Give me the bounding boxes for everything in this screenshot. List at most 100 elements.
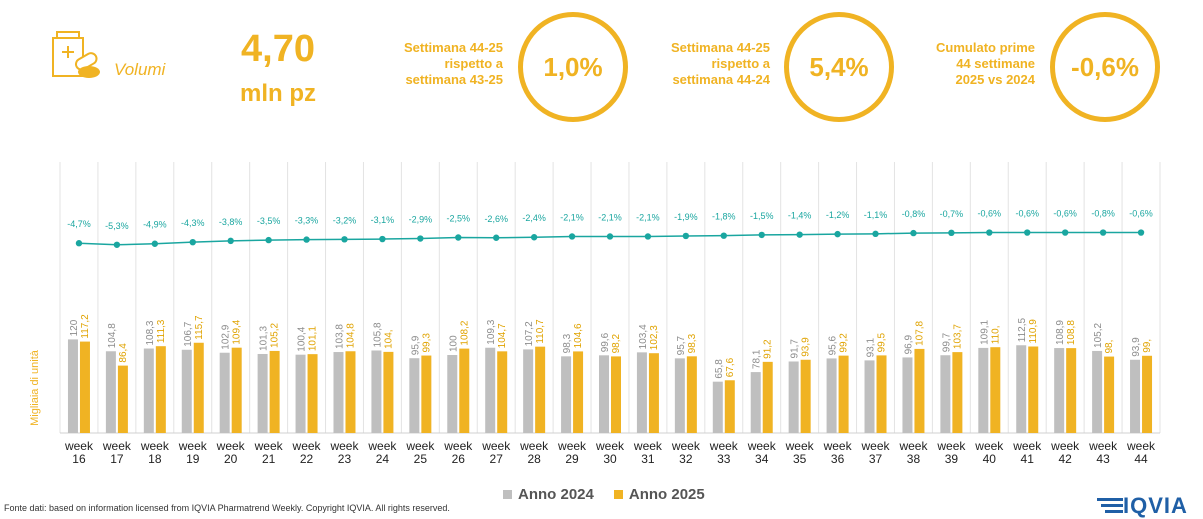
bar-2024 <box>295 354 306 433</box>
bar-2024 <box>447 355 458 433</box>
bar-2024 <box>1092 350 1103 433</box>
data-label-2024: 96,9 <box>903 335 914 355</box>
line-value-label: -1,8% <box>712 212 736 222</box>
line-point <box>682 232 690 240</box>
line-point <box>758 231 765 239</box>
x-tick-label-number: 18 <box>148 452 162 466</box>
iqvia-logo-text: IQVIA <box>1123 493 1188 518</box>
bar-2024 <box>978 347 989 433</box>
bar-2025 <box>648 353 659 433</box>
bar-2025 <box>535 346 546 433</box>
bar-2025 <box>79 341 90 433</box>
bar-2025 <box>193 342 204 433</box>
x-tick-label-number: 39 <box>945 452 959 466</box>
legend-swatch-2024 <box>503 490 512 499</box>
data-label-2025: 99,5 <box>877 332 888 352</box>
data-label-2025: 98,2 <box>611 334 622 354</box>
line-value-label: -0,6% <box>1129 209 1153 219</box>
data-label-2024: 95,7 <box>676 335 687 355</box>
x-tick-label: week <box>898 439 928 453</box>
x-tick-label-number: 22 <box>300 452 314 466</box>
bar-2024 <box>333 352 344 433</box>
line-value-label: -1,2% <box>826 210 850 220</box>
line-point <box>834 230 841 238</box>
data-label-2025: 98, <box>1104 340 1115 354</box>
line-value-label: -1,9% <box>674 212 698 222</box>
bar-2025 <box>952 352 963 433</box>
data-label-2024: 108,9 <box>1055 320 1066 345</box>
line-point <box>75 240 83 247</box>
y-axis-label: Migliaia di unità <box>29 349 41 426</box>
line-value-label: -0,7% <box>940 209 964 219</box>
bar-2024 <box>712 381 723 433</box>
data-label-2025: 108,8 <box>1066 320 1077 345</box>
x-tick-label-number: 26 <box>452 452 466 466</box>
x-tick-label-number: 30 <box>603 452 617 466</box>
data-label-2024: 120 <box>69 319 80 336</box>
data-label-2024: 107,2 <box>524 321 535 346</box>
x-tick-label-number: 34 <box>755 452 769 466</box>
iqvia-logo: IQVIA <box>1097 493 1188 519</box>
data-label-2025: 93,9 <box>801 337 812 357</box>
line-value-label: -3,8% <box>219 217 243 227</box>
data-label-2025: 104,7 <box>497 323 508 348</box>
x-tick-label: week <box>557 439 587 453</box>
x-tick-label-number: 21 <box>262 452 276 466</box>
data-label-2025: 102,3 <box>649 325 660 350</box>
x-tick-label-number: 36 <box>831 452 845 466</box>
kpi-desc-week-vs-prev: Settimana 44-25 rispetto a settimana 43-… <box>404 40 503 87</box>
data-label-2024: 91,7 <box>790 339 801 359</box>
x-tick-label: week <box>216 439 246 453</box>
data-label-2025: 105,2 <box>270 322 281 347</box>
data-label-2025: 103,7 <box>952 324 963 349</box>
bar-2025 <box>307 354 318 433</box>
x-tick-label-number: 31 <box>641 452 655 466</box>
line-value-label: -2,5% <box>447 214 471 224</box>
bar-2025 <box>724 380 735 433</box>
line-value-label: -1,4% <box>788 211 812 221</box>
line-point <box>1137 229 1145 236</box>
x-tick-label-number: 28 <box>527 452 541 466</box>
bar-2024 <box>864 360 875 433</box>
data-label-2024: 109,1 <box>979 319 990 344</box>
x-tick-label-number: 20 <box>224 452 238 466</box>
bar-2025 <box>686 356 697 433</box>
data-label-2025: 104, <box>383 329 394 348</box>
data-label-2025: 108,2 <box>459 320 470 345</box>
line-value-label: -0,6% <box>1053 209 1077 219</box>
data-label-2024: 103,4 <box>638 324 649 349</box>
x-tick-label-number: 38 <box>907 452 921 466</box>
bar-2024 <box>219 352 230 433</box>
data-label-2025: 110,7 <box>535 319 546 344</box>
pharmacy-box-icon <box>49 28 105 80</box>
line-value-label: -1,1% <box>864 210 888 220</box>
line-value-label: -0,8% <box>1091 209 1115 219</box>
x-tick-label: week <box>405 439 435 453</box>
bar-series <box>67 339 1153 433</box>
bar-2025 <box>800 359 811 433</box>
volumes-chart: 120 117,2-4,7%104,886,4-5,3%108,3 111,3-4,… <box>29 162 1161 466</box>
bar-2024 <box>940 355 951 433</box>
line-point <box>341 236 348 243</box>
data-label-2025: 101,1 <box>308 326 319 351</box>
x-tick-label: week <box>747 439 777 453</box>
bar-2025 <box>838 355 849 433</box>
data-label-2025: 109,4 <box>232 319 243 344</box>
line-value-label: -2,1% <box>560 212 584 222</box>
line-value-label: -2,9% <box>409 215 433 225</box>
data-label-2024: 105,8 <box>372 322 383 347</box>
line-point <box>1099 229 1107 236</box>
line-point <box>455 234 462 241</box>
line-value-label: -4,3% <box>181 218 205 228</box>
data-label-2024: 95,9 <box>410 335 421 355</box>
data-label-2025: 104,8 <box>345 323 356 348</box>
x-tick-label: week <box>1050 439 1080 453</box>
volume-value: 4,70 <box>241 28 315 70</box>
line-value-label: -0,6% <box>1015 209 1039 219</box>
x-tick-label: week <box>64 439 94 453</box>
line-point <box>872 230 879 238</box>
line-point <box>986 229 993 236</box>
bar-2024 <box>788 361 799 433</box>
bar-2025 <box>876 355 887 433</box>
x-tick-label: week <box>519 439 549 453</box>
